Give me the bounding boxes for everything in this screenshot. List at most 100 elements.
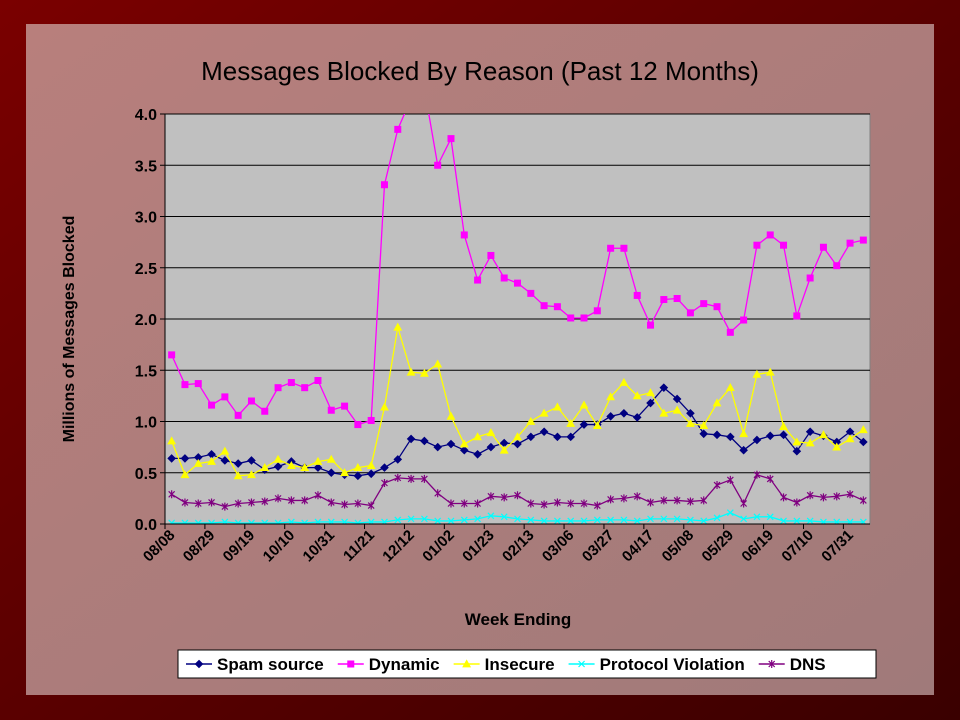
marker-square — [740, 316, 748, 324]
marker-diamond — [247, 456, 256, 465]
marker-triangle — [167, 436, 177, 445]
marker-triangle — [685, 418, 695, 427]
marker-x — [168, 519, 176, 524]
marker-star — [660, 496, 668, 505]
marker-diamond — [486, 442, 496, 452]
legend-label: Insecure — [485, 655, 555, 674]
marker-diamond — [539, 427, 549, 437]
marker-square — [460, 231, 468, 239]
marker-square — [500, 274, 508, 282]
marker-x — [540, 517, 548, 524]
marker-square — [247, 397, 255, 405]
y-tick-label: 1.5 — [135, 363, 157, 380]
marker-star — [261, 497, 269, 506]
marker-triangle — [393, 322, 403, 331]
marker-star — [833, 492, 841, 501]
marker-triangle — [313, 456, 323, 465]
legend-label: Spam source — [217, 655, 324, 674]
marker-star — [593, 501, 601, 510]
marker-triangle — [832, 442, 842, 451]
marker-triangle — [486, 428, 496, 437]
marker-triangle — [779, 421, 788, 431]
marker-triangle — [765, 367, 775, 376]
marker-x — [354, 519, 362, 524]
marker-square — [434, 161, 442, 169]
marker-star — [580, 499, 588, 508]
marker-star — [766, 474, 774, 483]
marker-star — [726, 475, 734, 484]
marker-star — [447, 499, 455, 508]
marker-star — [367, 501, 375, 510]
marker-star — [314, 491, 322, 500]
y-tick-label: 1.0 — [135, 415, 157, 432]
marker-diamond — [659, 383, 669, 392]
marker-triangle — [712, 398, 722, 407]
marker-x — [420, 515, 428, 523]
marker-star — [859, 496, 867, 505]
marker-triangle — [247, 470, 256, 479]
marker-triangle — [699, 420, 709, 429]
marker-x — [620, 516, 628, 524]
marker-square — [447, 135, 455, 143]
marker-star — [806, 491, 814, 500]
marker-diamond — [526, 432, 536, 442]
marker-star — [514, 491, 521, 500]
marker-star — [780, 493, 787, 502]
marker-triangle — [473, 432, 483, 441]
marker-star — [567, 499, 575, 508]
marker-triangle — [566, 418, 576, 427]
marker-star — [407, 474, 415, 483]
marker-triangle — [579, 400, 589, 409]
marker-diamond — [433, 442, 442, 452]
marker-diamond — [792, 446, 802, 456]
marker-x — [274, 519, 282, 524]
legend: Spam source Dynamic Insecure Protocol Viola… — [177, 649, 877, 679]
marker-star — [420, 474, 428, 483]
marker-square — [686, 309, 694, 317]
marker-diamond — [765, 431, 775, 441]
marker-x — [194, 519, 202, 524]
marker-x — [633, 517, 641, 524]
y-tick-label: 0.0 — [135, 517, 157, 534]
marker-x — [740, 515, 748, 523]
marker-square — [593, 307, 601, 315]
marker-diamond — [220, 456, 230, 465]
marker-triangle — [552, 402, 562, 411]
marker-x — [514, 515, 521, 523]
marker-diamond — [779, 430, 788, 440]
marker-square — [580, 314, 588, 322]
marker-square — [806, 274, 814, 282]
marker-x — [607, 516, 615, 524]
marker-triangle — [818, 430, 828, 439]
marker-square — [713, 303, 721, 311]
marker-x — [806, 517, 814, 524]
marker-triangle — [207, 456, 217, 465]
marker-star — [301, 496, 309, 505]
marker-x — [447, 517, 455, 524]
marker-diamond — [326, 468, 336, 478]
marker-star — [686, 497, 694, 506]
marker-triangle — [845, 434, 855, 443]
marker-diamond — [167, 454, 176, 463]
marker-star — [381, 479, 388, 487]
marker-square — [660, 296, 668, 304]
marker-triangle — [419, 368, 429, 377]
marker-triangle — [433, 359, 443, 368]
marker-x — [261, 519, 269, 524]
marker-square — [607, 244, 615, 252]
marker-square — [700, 300, 708, 308]
marker-triangle — [792, 437, 802, 446]
marker-x — [673, 515, 681, 523]
marker-triangle — [459, 439, 469, 448]
marker-star — [846, 490, 854, 499]
marker-diamond — [393, 455, 403, 464]
legend-label: DNS — [790, 655, 826, 674]
marker-x — [580, 517, 588, 524]
marker-x — [726, 509, 734, 517]
marker-star — [740, 499, 748, 508]
marker-x — [234, 519, 242, 524]
marker-diamond — [672, 394, 682, 404]
marker-square — [647, 321, 655, 329]
marker-star — [248, 498, 255, 507]
marker-x — [553, 517, 561, 524]
